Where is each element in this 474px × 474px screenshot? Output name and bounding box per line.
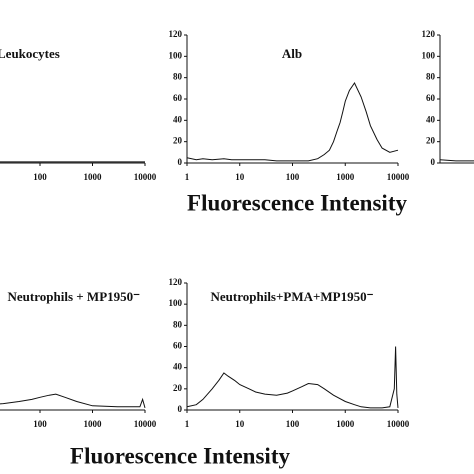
x-tick-label: 1: [185, 419, 190, 429]
y-tick-label: 20: [426, 136, 436, 146]
histogram-line: [0, 393, 146, 409]
y-tick-label: 0: [178, 157, 183, 167]
y-tick-label: 120: [422, 29, 436, 39]
y-tick-label: 20: [173, 383, 183, 393]
histogram-line: [439, 159, 474, 162]
y-tick-label: 0: [178, 404, 183, 414]
y-tick-label: 60: [173, 341, 183, 351]
y-tick-label: 80: [426, 72, 436, 82]
x-tick-label: 100: [286, 419, 300, 429]
x-tick-label: 10: [235, 172, 245, 182]
x-tick-label: 1000: [336, 419, 355, 429]
x-tick-label: 10000: [387, 172, 410, 182]
x-tick-label: 100: [33, 172, 47, 182]
y-tick-label: 80: [173, 72, 183, 82]
x-tick-label: 10000: [134, 419, 157, 429]
panel-title: Leukocytes: [0, 46, 60, 61]
x-tick-label: 1000: [84, 419, 103, 429]
x-tick-label: 100: [286, 172, 300, 182]
y-tick-label: 80: [173, 319, 183, 329]
y-tick-label: 40: [173, 362, 183, 372]
y-tick-label: 40: [173, 114, 183, 124]
x-tick-label: 10: [235, 419, 245, 429]
x-tick-label: 10000: [134, 172, 157, 182]
x-axis-title: Fluorescence Intensity: [70, 443, 290, 468]
y-tick-label: 100: [422, 50, 436, 60]
x-axis-title: Fluorescence Intensity: [187, 190, 407, 215]
y-tick-label: 20: [173, 136, 183, 146]
y-tick-label: 60: [426, 93, 436, 103]
panel-title: Alb: [282, 46, 302, 61]
histogram-line: [186, 346, 399, 409]
panel-title: Neutrophils+PMA+MP1950⁻: [211, 289, 374, 304]
x-tick-label: 1: [185, 172, 190, 182]
x-tick-label: 1000: [84, 172, 103, 182]
y-tick-label: 100: [169, 298, 183, 308]
x-tick-label: 100: [33, 419, 47, 429]
x-tick-label: 10000: [387, 419, 410, 429]
y-tick-label: 100: [169, 50, 183, 60]
y-tick-label: 60: [173, 93, 183, 103]
x-tick-label: 1000: [336, 172, 355, 182]
y-tick-label: 120: [169, 277, 183, 287]
y-tick-label: 0: [431, 157, 436, 167]
histogram-line: [186, 81, 399, 162]
panel-title: Neutrophils + MP1950⁻: [8, 289, 141, 304]
y-tick-label: 120: [169, 29, 183, 39]
y-tick-label: 40: [426, 114, 436, 124]
